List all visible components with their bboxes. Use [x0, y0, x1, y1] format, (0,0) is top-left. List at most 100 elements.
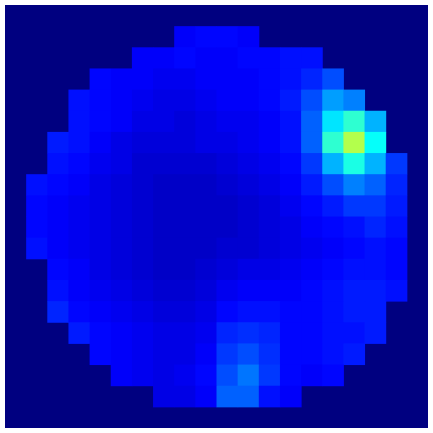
heat-cell — [385, 153, 408, 175]
heat-cell — [322, 89, 344, 112]
heat-cell — [343, 216, 366, 239]
heat-cell — [47, 216, 69, 239]
heat-cell — [47, 301, 69, 323]
heat-cell — [237, 47, 260, 69]
heat-cell — [322, 153, 344, 175]
heat-cell — [343, 174, 366, 196]
heat-cell — [174, 68, 196, 91]
heat-cell — [110, 322, 133, 344]
heat-cell — [258, 153, 281, 175]
heat-cell — [258, 195, 281, 217]
heat-cell — [131, 216, 154, 239]
heat-cell — [47, 279, 69, 302]
heat-cell — [237, 258, 260, 281]
heat-cell — [153, 258, 175, 281]
heat-cell — [89, 68, 112, 91]
heat-cell — [131, 279, 154, 302]
heat-cell — [279, 195, 302, 217]
heat-cell — [174, 216, 196, 239]
heat-cell — [279, 89, 302, 112]
heat-cell — [279, 258, 302, 281]
heat-cell — [153, 237, 175, 260]
heat-cell — [279, 237, 302, 260]
heat-cell — [258, 385, 281, 408]
heat-cell — [343, 322, 366, 344]
heat-cell — [131, 153, 154, 175]
heat-cell — [68, 237, 91, 260]
heat-cell — [216, 364, 239, 387]
heat-cell — [195, 343, 217, 366]
heat-cell — [279, 68, 302, 91]
heat-cell — [237, 195, 260, 217]
heat-cell — [89, 89, 112, 112]
heat-cell — [322, 195, 344, 217]
heat-cell — [195, 237, 217, 260]
heat-cell — [237, 68, 260, 91]
heat-cell — [216, 343, 239, 366]
heat-cell — [195, 153, 217, 175]
heat-cell — [279, 110, 302, 133]
heat-cell — [47, 153, 69, 175]
heat-cell — [258, 47, 281, 69]
heat-cell — [216, 89, 239, 112]
heat-cell — [301, 89, 323, 112]
heat-cell — [89, 258, 112, 281]
heat-cell — [322, 131, 344, 154]
heat-cell — [174, 195, 196, 217]
heat-cell — [153, 89, 175, 112]
heat-cell — [195, 68, 217, 91]
heat-cell — [174, 26, 196, 48]
heat-cell — [131, 174, 154, 196]
heat-cell — [26, 216, 48, 239]
heat-cell — [68, 131, 91, 154]
heat-cell — [343, 153, 366, 175]
heat-cell — [216, 301, 239, 323]
heat-cell — [385, 279, 408, 302]
heat-cell — [279, 301, 302, 323]
heat-cell — [89, 237, 112, 260]
heat-cell — [301, 322, 323, 344]
heat-cell — [322, 216, 344, 239]
heat-cell — [301, 174, 323, 196]
heat-cell — [279, 279, 302, 302]
heat-cell — [153, 110, 175, 133]
heat-cell — [279, 174, 302, 196]
heat-cell — [258, 216, 281, 239]
heat-cell — [237, 322, 260, 344]
heat-cell — [68, 89, 91, 112]
heat-cell — [237, 216, 260, 239]
heat-cell — [174, 322, 196, 344]
heat-cell — [216, 216, 239, 239]
heat-cell — [110, 131, 133, 154]
heat-cell — [385, 174, 408, 196]
heat-cell — [364, 153, 387, 175]
heat-cell — [301, 301, 323, 323]
heat-cell — [131, 131, 154, 154]
heat-cell — [216, 258, 239, 281]
heat-cell — [216, 110, 239, 133]
heat-cell — [131, 195, 154, 217]
heat-cell — [110, 89, 133, 112]
heat-cell — [174, 47, 196, 69]
heat-cell — [47, 174, 69, 196]
heat-cell — [301, 258, 323, 281]
heat-cell — [237, 343, 260, 366]
heat-cell — [343, 237, 366, 260]
heat-cell — [322, 279, 344, 302]
heat-cell — [322, 322, 344, 344]
heat-cell — [258, 237, 281, 260]
heat-cell — [385, 216, 408, 239]
heat-cell — [110, 174, 133, 196]
heat-cell — [258, 131, 281, 154]
heat-cell — [237, 364, 260, 387]
heat-cell — [131, 258, 154, 281]
heat-cell — [364, 237, 387, 260]
heat-cell — [343, 258, 366, 281]
heat-cell — [131, 47, 154, 69]
heat-cell — [68, 258, 91, 281]
heat-cell — [153, 47, 175, 69]
heat-cell — [258, 364, 281, 387]
heat-cell — [301, 216, 323, 239]
heat-cell — [322, 364, 344, 387]
